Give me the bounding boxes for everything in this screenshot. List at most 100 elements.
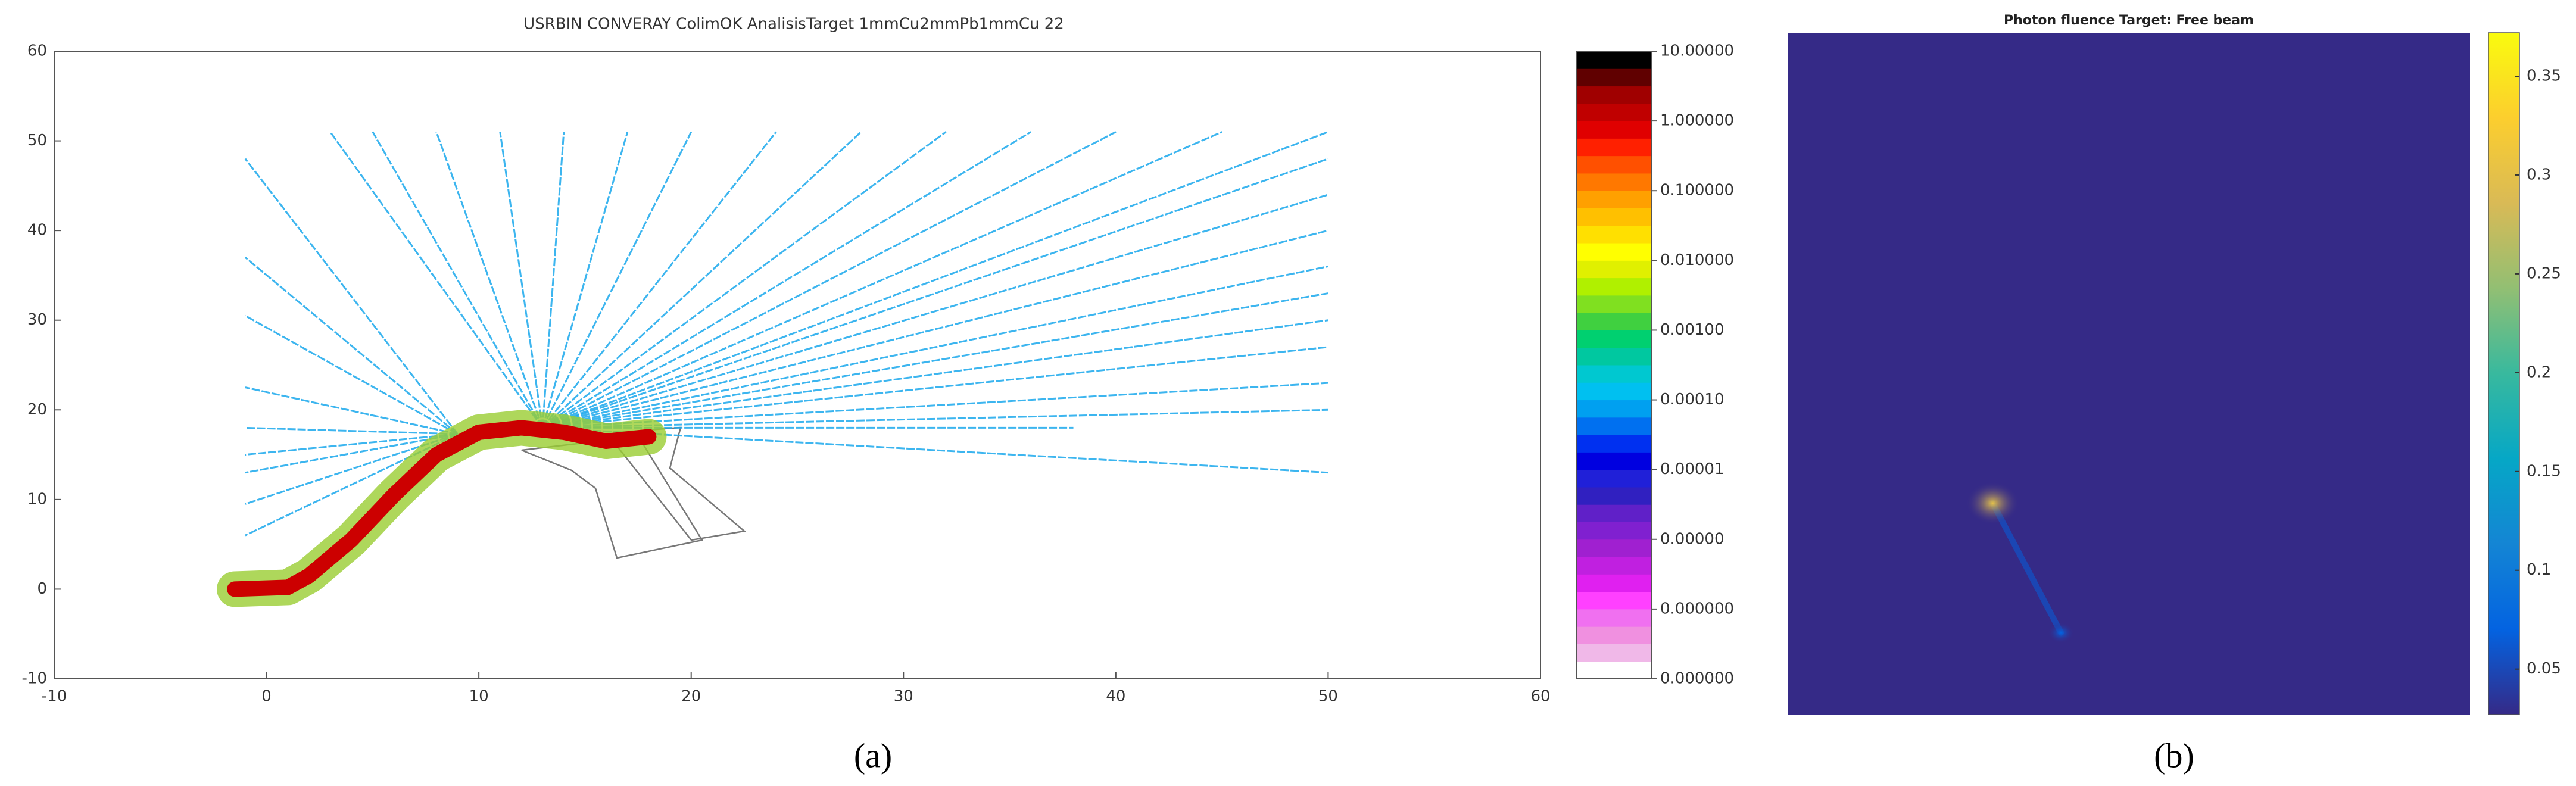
colorbar-tick-label: 0.000000 (1660, 670, 1734, 688)
track (542, 426, 1328, 474)
colorbar-band (1576, 138, 1652, 157)
track (542, 408, 1328, 429)
x-tick-label: 10 (469, 688, 489, 706)
track (244, 158, 459, 435)
colorbar-band (1576, 486, 1652, 505)
colorbar-band (1576, 400, 1652, 418)
colorbar-tick-label: 0.15 (2527, 462, 2561, 480)
colorbar-band (1576, 86, 1652, 104)
colorbar-band (1576, 522, 1652, 540)
track (499, 132, 544, 428)
colorbar-band (1576, 68, 1652, 87)
y-tick-label: 30 (27, 311, 47, 329)
chart-title: Photon fluence Target: Free beam (2004, 13, 2254, 28)
colorbar-tick-label: 0.2 (2527, 363, 2551, 381)
colorbar-band (1576, 574, 1652, 592)
colorbar-band (1576, 435, 1652, 453)
heatmap-background (1788, 33, 2470, 715)
x-tick-label: 60 (1530, 688, 1550, 706)
colorbar-band (1576, 626, 1652, 644)
track (542, 131, 862, 429)
track (542, 265, 1328, 429)
y-tick-label: 60 (27, 42, 47, 60)
colorbar-band (1576, 191, 1652, 208)
colorbar-tick-label: 0.100000 (1660, 182, 1734, 199)
colorbar-band (1576, 452, 1652, 470)
colorbar-tick-label: 10.00000 (1660, 42, 1734, 60)
y-tick-label: 0 (37, 580, 47, 598)
track (542, 131, 1328, 429)
y-tick-label: -10 (22, 670, 47, 688)
track (245, 433, 459, 537)
beam-core (227, 420, 657, 597)
y-tick-label: 50 (27, 132, 47, 149)
colorbar-band (1576, 173, 1652, 191)
track (542, 131, 1222, 429)
x-tick-label: 40 (1106, 688, 1125, 706)
track (245, 433, 458, 456)
track (245, 314, 459, 435)
colorbar (2488, 32, 2520, 715)
x-tick-label: 0 (261, 688, 272, 706)
colorbar-band (1576, 225, 1652, 244)
track (541, 132, 565, 428)
colorbar-band (1576, 243, 1652, 261)
y-tick-label: 40 (27, 222, 47, 239)
chart-title: USRBIN CONVERAY ColimOK AnalisisTarget 1… (523, 15, 1064, 33)
colorbar-band (1576, 591, 1652, 610)
colorbar-tick-label: 0.000000 (1660, 600, 1734, 617)
colorbar-tick-label: 0.00000 (1660, 530, 1724, 548)
track (542, 131, 1117, 429)
colorbar-tick-label: 0.00010 (1660, 391, 1724, 408)
colorbar-band (1576, 155, 1652, 174)
track (542, 382, 1328, 429)
track (542, 229, 1328, 429)
colorbar-tick-label: 0.3 (2527, 166, 2551, 183)
colorbar-band (1576, 51, 1652, 69)
track (542, 131, 1032, 429)
colorbar-band (1576, 382, 1652, 401)
colorbar-band (1576, 417, 1652, 435)
colorbar-tick-label: 1.000000 (1660, 112, 1734, 130)
track (541, 131, 777, 429)
track (244, 257, 459, 435)
colorbar-band (1576, 365, 1652, 383)
colorbar-band (1576, 661, 1652, 679)
x-tick-label: -10 (42, 688, 67, 706)
colorbar-tick-label: 0.35 (2527, 67, 2561, 85)
track (542, 158, 1328, 429)
track (245, 426, 458, 435)
track (245, 386, 458, 435)
track (541, 132, 629, 428)
colorbar-band (1576, 295, 1652, 313)
colorbar-band (1576, 330, 1652, 348)
track (542, 292, 1328, 429)
hotspot (1966, 482, 2020, 525)
streak (1989, 500, 2064, 636)
caption: (a) (854, 736, 892, 775)
track (542, 131, 947, 429)
x-tick-label: 20 (681, 688, 701, 706)
colorbar-tick-label: 0.05 (2527, 660, 2561, 678)
colorbar-band (1576, 557, 1652, 575)
colorbar-band (1576, 260, 1652, 279)
colorbar-band (1576, 313, 1652, 330)
colorbar-band (1576, 469, 1652, 488)
colorbar-tick-label: 0.010000 (1660, 251, 1734, 269)
colorbar-band (1576, 347, 1652, 366)
x-tick-label: 30 (894, 688, 913, 706)
track (541, 131, 693, 429)
y-tick-label: 20 (27, 401, 47, 419)
colorbar-band (1576, 121, 1652, 139)
track (245, 433, 458, 474)
track (372, 131, 544, 429)
colorbar-tick-label: 0.1 (2527, 561, 2551, 579)
colorbar-band (1576, 277, 1652, 296)
y-tick-label: 10 (27, 490, 47, 508)
colorbar-band (1576, 539, 1652, 557)
track (542, 346, 1328, 429)
colorbar-band (1576, 103, 1652, 121)
